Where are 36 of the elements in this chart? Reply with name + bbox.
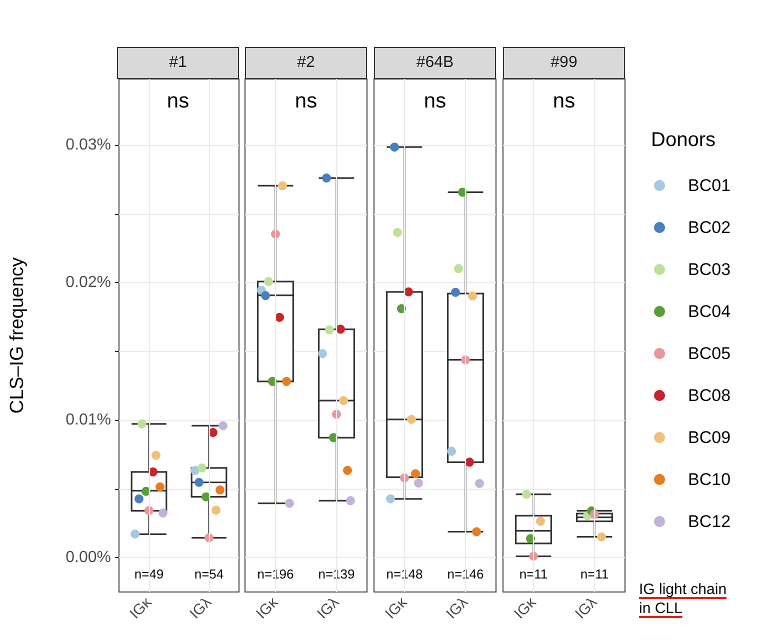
- legend-label: BC05: [688, 344, 731, 363]
- legend-title: Donors: [651, 129, 716, 151]
- x-tick-label: IGκ: [382, 594, 411, 622]
- y-tick-label: 0.03%: [66, 136, 111, 154]
- annotation: n=11: [519, 566, 548, 582]
- x-tick-label: IGλ: [186, 594, 216, 622]
- annotation: ns: [166, 90, 190, 112]
- x-tick-label: IGκ: [511, 594, 540, 622]
- legend-label: BC04: [688, 302, 731, 321]
- text: IG light chain in CLL: [639, 580, 728, 618]
- x-tick-label: IGκ: [126, 594, 156, 622]
- y-axis-title: CLS–IG frequency: [7, 256, 28, 414]
- y-tick-label: 0.00%: [66, 549, 111, 566]
- legend-label: BC12: [688, 512, 731, 531]
- x-tick-label: IGλ: [314, 594, 343, 622]
- chart-title: #1: [117, 47, 239, 79]
- legend-label: BC01: [688, 176, 731, 195]
- x-tick-label: IGλ: [443, 594, 472, 622]
- chart-title: #64B: [374, 47, 496, 79]
- legend-label: BC08: [688, 386, 731, 405]
- chart-title: #99: [503, 47, 625, 79]
- annotation: ns: [424, 90, 446, 112]
- x-tick-label: IGκ: [253, 594, 282, 622]
- annotation: n=49: [134, 566, 164, 582]
- legend-label: BC09: [688, 428, 731, 447]
- legend-label: BC02: [688, 218, 731, 237]
- y-tick-label: 0.02%: [66, 274, 111, 292]
- legend-label: BC10: [688, 470, 731, 489]
- annotation: n=11: [580, 566, 609, 582]
- chart-title: #2: [245, 47, 367, 79]
- annotation: ns: [294, 90, 318, 112]
- annotation: ns: [552, 90, 576, 112]
- annotation: n=54: [194, 566, 224, 582]
- x-tick-label: IGλ: [572, 594, 601, 622]
- y-tick-label: 0.01%: [66, 412, 111, 429]
- legend-label: BC03: [688, 260, 731, 279]
